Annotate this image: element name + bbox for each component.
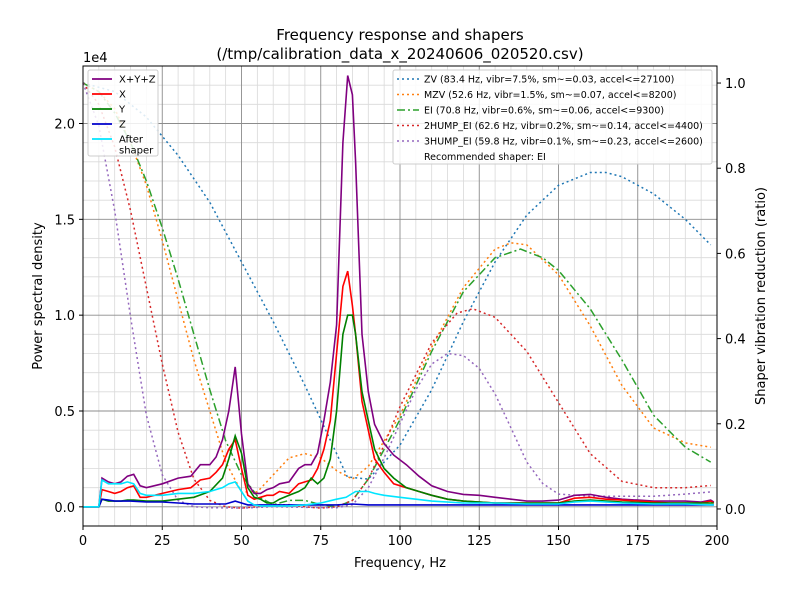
x-axis-label: Frequency, Hz: [354, 556, 446, 571]
x-tick-label: 50: [233, 534, 250, 549]
legend-box: [87, 69, 159, 157]
x-tick-label: 175: [625, 534, 650, 549]
y-right-tick-label: 0.4: [725, 333, 746, 348]
legend-label: 3HUMP_EI (59.8 Hz, vibr=0.1%, sm~=0.23, …: [424, 137, 703, 148]
y-right-axis-ticks: 0.0 0.2 0.4 0.6 0.8 1.0: [717, 77, 746, 518]
y-left-tick-label: 1.0: [54, 309, 75, 324]
legend-label: X: [119, 90, 126, 101]
y-right-tick-label: 0.2: [725, 418, 746, 433]
y-left-tick-label: 0.0: [54, 501, 75, 516]
legend-label: MZV (52.6 Hz, vibr=1.5%, sm~=0.07, accel…: [424, 90, 676, 101]
legend-label: ZV (83.4 Hz, vibr=7.5%, sm~=0.03, accel<…: [424, 75, 674, 86]
shaper-line-3hump-ei: [82, 82, 711, 509]
x-tick-label: 125: [467, 534, 492, 549]
legend-label: EI (70.8 Hz, vibr=0.6%, sm~=0.06, accel<…: [424, 106, 664, 117]
shaper-line-zv: [82, 82, 712, 480]
legend-label: shaper: [119, 146, 154, 157]
legend-label: Z: [119, 120, 126, 131]
y-right-tick-label: 0.8: [725, 162, 746, 177]
y-left-tick-label: 2.0: [54, 118, 75, 133]
psd-line-z: [83, 498, 714, 508]
recommended-shaper-note: Recommended shaper: EI: [424, 152, 546, 163]
y-right-tick-label: 0.0: [725, 503, 746, 518]
y-left-tick-label: 0.5: [54, 405, 75, 420]
x-tick-label: 150: [546, 534, 571, 549]
x-tick-label: 200: [705, 534, 730, 549]
y-left-multiplier: 1e4: [83, 51, 108, 66]
chart-title: Frequency response and shapers: [276, 26, 524, 44]
legend-label: Y: [118, 105, 126, 116]
legend-shapers: ZV (83.4 Hz, vibr=7.5%, sm~=0.03, accel<…: [392, 69, 713, 165]
x-tick-label: 25: [154, 534, 171, 549]
legend-label: X+Y+Z: [119, 75, 156, 86]
x-axis-ticks: 0 25 50 75 100 125 150 175 200: [79, 526, 730, 549]
psd-line-x-y-z: [83, 75, 715, 508]
legend-box: [392, 69, 713, 165]
y-left-axis-ticks: 0.0 0.5 1.0 1.5 2.0: [54, 118, 83, 516]
psd-line-x: [83, 270, 715, 508]
x-tick-label: 0: [79, 534, 87, 549]
y-left-axis-label: Power spectral density: [31, 222, 46, 370]
chart-subtitle: (/tmp/calibration_data_x_20240606_020520…: [216, 45, 583, 64]
y-left-tick-label: 1.5: [54, 213, 75, 228]
y-right-axis-label: Shaper vibration reduction (ratio): [754, 187, 769, 405]
psd-curves: [83, 75, 715, 508]
shaper-line-2hump-ei: [82, 82, 711, 509]
psd-line-after: [83, 478, 714, 508]
legend-label: 2HUMP_EI (62.6 Hz, vibr=0.2%, sm~=0.14, …: [424, 121, 703, 132]
y-right-tick-label: 1.0: [725, 77, 746, 92]
x-tick-label: 75: [312, 534, 329, 549]
legend-label: After: [119, 135, 144, 146]
x-tick-label: 100: [388, 534, 413, 549]
y-right-tick-label: 0.6: [725, 247, 746, 262]
